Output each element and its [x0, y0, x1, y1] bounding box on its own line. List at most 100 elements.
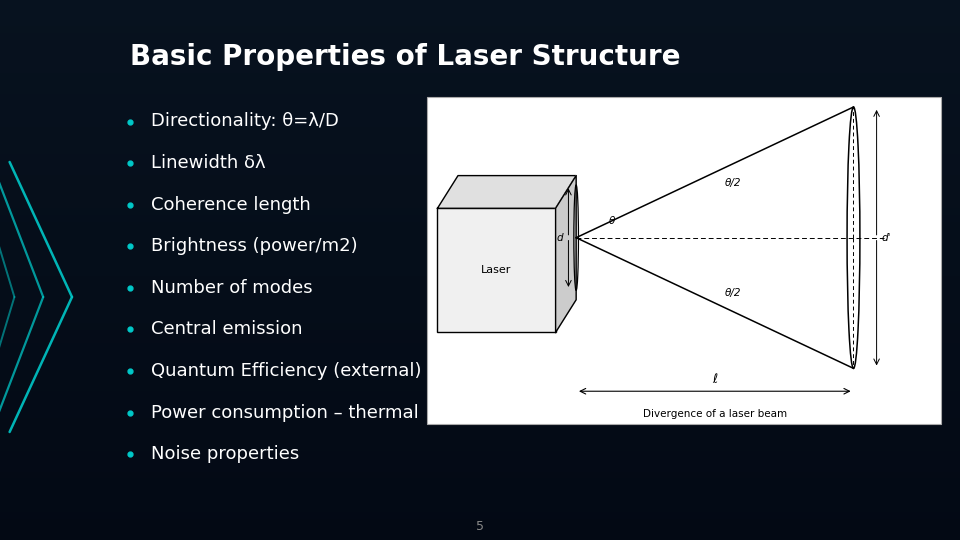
Bar [438, 208, 556, 333]
Bar [0, 324, 960, 330]
Bar [0, 94, 960, 102]
Bar [0, 519, 960, 526]
Bar [0, 68, 960, 74]
Bar [0, 534, 960, 540]
Bar [0, 500, 960, 507]
Bar [0, 60, 960, 68]
Bar [0, 317, 960, 324]
Text: d': d' [881, 233, 891, 242]
Text: d: d [557, 233, 564, 242]
Bar [0, 452, 960, 459]
Bar [0, 6, 960, 14]
Bar [0, 472, 960, 480]
Bar [0, 141, 960, 149]
Bar [0, 54, 960, 60]
Text: Noise properties: Noise properties [151, 445, 299, 463]
Bar [0, 14, 960, 20]
Text: Basic Properties of Laser Structure: Basic Properties of Laser Structure [130, 43, 680, 71]
Bar [0, 392, 960, 399]
Bar [0, 135, 960, 141]
Bar [0, 378, 960, 384]
Bar [0, 249, 960, 256]
Bar [0, 222, 960, 230]
Bar [0, 195, 960, 202]
Bar [0, 330, 960, 338]
Bar [0, 372, 960, 378]
Bar [0, 87, 960, 94]
Text: Laser: Laser [481, 265, 512, 275]
Bar [0, 202, 960, 209]
Bar [0, 338, 960, 345]
Bar [0, 432, 960, 438]
Bar [0, 526, 960, 534]
Bar [0, 33, 960, 40]
Text: Divergence of a laser beam: Divergence of a laser beam [643, 409, 787, 419]
Bar [0, 216, 960, 222]
Bar [0, 108, 960, 115]
Bar [0, 345, 960, 351]
Bar [0, 81, 960, 87]
Polygon shape [556, 176, 576, 333]
Bar [0, 20, 960, 27]
Bar [0, 276, 960, 284]
Bar [0, 162, 960, 168]
Text: Brightness (power/m2): Brightness (power/m2) [151, 237, 357, 255]
Text: 5: 5 [476, 520, 484, 533]
Text: θ/2: θ/2 [725, 288, 741, 298]
Bar [0, 418, 960, 426]
Bar [0, 480, 960, 486]
Text: Linewidth δλ: Linewidth δλ [151, 154, 265, 172]
Text: Coherence length: Coherence length [151, 195, 310, 214]
Bar [0, 411, 960, 418]
Bar [0, 303, 960, 310]
Bar [0, 237, 960, 243]
Bar [0, 405, 960, 411]
Bar [0, 168, 960, 176]
Bar [0, 358, 960, 365]
Text: Number of modes: Number of modes [151, 279, 312, 297]
Text: ℓ: ℓ [712, 373, 717, 386]
Bar [0, 284, 960, 291]
Bar [0, 183, 960, 189]
Bar [0, 0, 960, 6]
Bar [0, 426, 960, 432]
Bar [0, 384, 960, 391]
Bar [0, 364, 960, 372]
Bar [0, 128, 960, 135]
Text: Quantum Efficiency (external): Quantum Efficiency (external) [151, 362, 421, 380]
Bar [0, 486, 960, 492]
Bar [0, 351, 960, 357]
Bar [0, 176, 960, 183]
Bar [0, 297, 960, 303]
Text: Directionality: θ=λ/D: Directionality: θ=λ/D [151, 112, 339, 131]
Bar [0, 399, 960, 405]
Bar [0, 263, 960, 270]
Bar [0, 493, 960, 500]
Bar [0, 310, 960, 317]
Bar [0, 513, 960, 519]
Bar [0, 102, 960, 108]
Bar [0, 230, 960, 237]
Bar [0, 115, 960, 122]
Bar [0, 446, 960, 453]
Bar [0, 459, 960, 465]
Bar [0, 270, 960, 276]
Bar [0, 438, 960, 445]
Text: Central emission: Central emission [151, 320, 302, 339]
Bar [0, 27, 960, 33]
Bar [0, 122, 960, 128]
Bar [0, 74, 960, 81]
Bar [0, 189, 960, 195]
Bar [0, 47, 960, 54]
Bar [0, 256, 960, 263]
Bar [0, 465, 960, 472]
Text: θ/2: θ/2 [725, 178, 741, 188]
Text: Power consumption – thermal: Power consumption – thermal [151, 403, 419, 422]
Text: θ: θ [609, 217, 615, 226]
Bar [0, 148, 960, 156]
Bar [0, 40, 960, 47]
Bar [0, 291, 960, 297]
Bar [0, 243, 960, 249]
Polygon shape [438, 176, 576, 208]
Bar [0, 156, 960, 162]
